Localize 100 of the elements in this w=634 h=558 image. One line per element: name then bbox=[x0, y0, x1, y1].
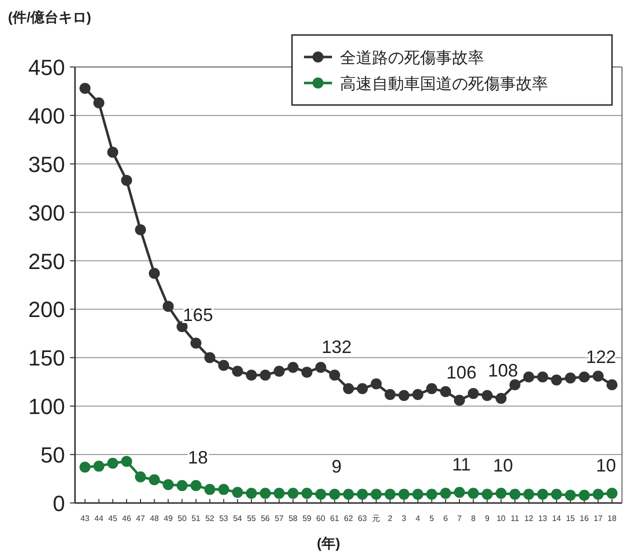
point bbox=[246, 488, 257, 499]
point bbox=[523, 488, 534, 500]
point bbox=[440, 488, 452, 499]
point bbox=[301, 366, 312, 378]
y-tick-label: 150 bbox=[28, 346, 65, 371]
x-tick-label: 57 bbox=[274, 514, 284, 523]
point bbox=[509, 379, 520, 390]
x-tick-label: 11 bbox=[510, 514, 520, 523]
point bbox=[288, 488, 299, 499]
point bbox=[551, 374, 562, 386]
data-label: 108 bbox=[488, 360, 518, 380]
point bbox=[482, 390, 493, 401]
x-tick-label: 16 bbox=[580, 514, 590, 523]
x-tick-label: 43 bbox=[80, 514, 90, 523]
point bbox=[260, 370, 271, 381]
point bbox=[162, 300, 174, 312]
legend-label: 全道路の死傷事故率 bbox=[340, 49, 484, 67]
point bbox=[398, 488, 410, 500]
x-tick-label: 53 bbox=[219, 514, 229, 523]
x-tick-label: 51 bbox=[191, 514, 201, 523]
point bbox=[218, 360, 230, 371]
point bbox=[578, 490, 590, 501]
point bbox=[107, 458, 118, 469]
x-tick-label: 15 bbox=[566, 514, 576, 523]
point bbox=[523, 372, 534, 383]
point bbox=[356, 383, 368, 394]
x-tick-label: 5 bbox=[429, 514, 434, 523]
point bbox=[274, 366, 285, 377]
point bbox=[592, 488, 604, 500]
y-axis-title: (件/億台キロ) bbox=[8, 9, 92, 25]
point bbox=[148, 268, 160, 279]
data-label: 10 bbox=[493, 455, 514, 476]
point bbox=[384, 388, 396, 400]
x-tick-label: 63 bbox=[358, 514, 368, 523]
x-tick-label: 61 bbox=[330, 514, 340, 523]
y-tick-label: 250 bbox=[28, 248, 65, 274]
point bbox=[134, 471, 146, 482]
x-tick-label: 48 bbox=[150, 514, 160, 523]
point bbox=[496, 392, 507, 404]
data-label: 106 bbox=[446, 362, 476, 382]
point bbox=[288, 362, 299, 373]
point bbox=[426, 383, 438, 394]
y-tick-label: 100 bbox=[28, 394, 65, 420]
x-tick-label: 4 bbox=[416, 514, 421, 523]
point bbox=[190, 480, 202, 492]
x-tick-label: 55 bbox=[246, 514, 256, 523]
x-tick-label: 52 bbox=[205, 514, 215, 523]
data-label: 122 bbox=[586, 346, 616, 367]
point bbox=[274, 488, 285, 499]
x-tick-label: 59 bbox=[302, 514, 312, 523]
point bbox=[412, 388, 424, 400]
point bbox=[482, 488, 493, 500]
point bbox=[606, 379, 618, 390]
x-tick-label: 元 bbox=[372, 514, 380, 523]
x-tick-label: 14 bbox=[552, 514, 562, 523]
point bbox=[370, 378, 382, 390]
data-label: 165 bbox=[182, 305, 213, 326]
point bbox=[80, 82, 90, 94]
point bbox=[384, 488, 396, 500]
data-label: 132 bbox=[322, 337, 352, 358]
point bbox=[204, 352, 216, 364]
x-tick-label: 7 bbox=[457, 514, 462, 523]
point bbox=[148, 474, 160, 486]
point bbox=[260, 488, 271, 499]
data-label: 10 bbox=[596, 455, 616, 476]
x-tick-label: 54 bbox=[233, 514, 243, 523]
x-tick-label: 58 bbox=[288, 514, 298, 523]
x-tick-label: 2 bbox=[388, 514, 393, 523]
point bbox=[496, 488, 507, 499]
point bbox=[454, 394, 465, 406]
point bbox=[162, 479, 174, 490]
point bbox=[606, 488, 618, 499]
x-tick-label: 6 bbox=[443, 514, 448, 523]
point bbox=[537, 488, 548, 500]
x-tick-label: 10 bbox=[496, 514, 506, 523]
point bbox=[93, 460, 104, 472]
point bbox=[592, 370, 604, 382]
point bbox=[343, 488, 354, 500]
x-tick-label: 13 bbox=[538, 514, 548, 523]
y-tick-label: 0 bbox=[52, 491, 65, 516]
x-tick-label: 46 bbox=[122, 514, 132, 523]
point bbox=[315, 488, 326, 500]
point bbox=[329, 370, 340, 381]
point bbox=[537, 372, 548, 383]
x-tick-label: 45 bbox=[108, 514, 118, 523]
x-tick-label: 18 bbox=[608, 514, 617, 523]
point bbox=[190, 338, 202, 349]
point bbox=[564, 372, 576, 384]
x-tick-label: 56 bbox=[260, 514, 270, 523]
point bbox=[80, 462, 90, 473]
point bbox=[370, 488, 382, 500]
x-tick-label: 8 bbox=[471, 514, 476, 523]
point bbox=[356, 488, 368, 500]
x-tick-label: 44 bbox=[94, 514, 104, 523]
x-tick-label: 50 bbox=[178, 514, 188, 523]
point bbox=[398, 390, 410, 401]
y-tick-label: 350 bbox=[28, 152, 65, 177]
legend-label: 高速自動車国道の死傷事故率 bbox=[340, 75, 548, 93]
point bbox=[578, 372, 590, 383]
x-tick-label: 12 bbox=[524, 514, 534, 523]
